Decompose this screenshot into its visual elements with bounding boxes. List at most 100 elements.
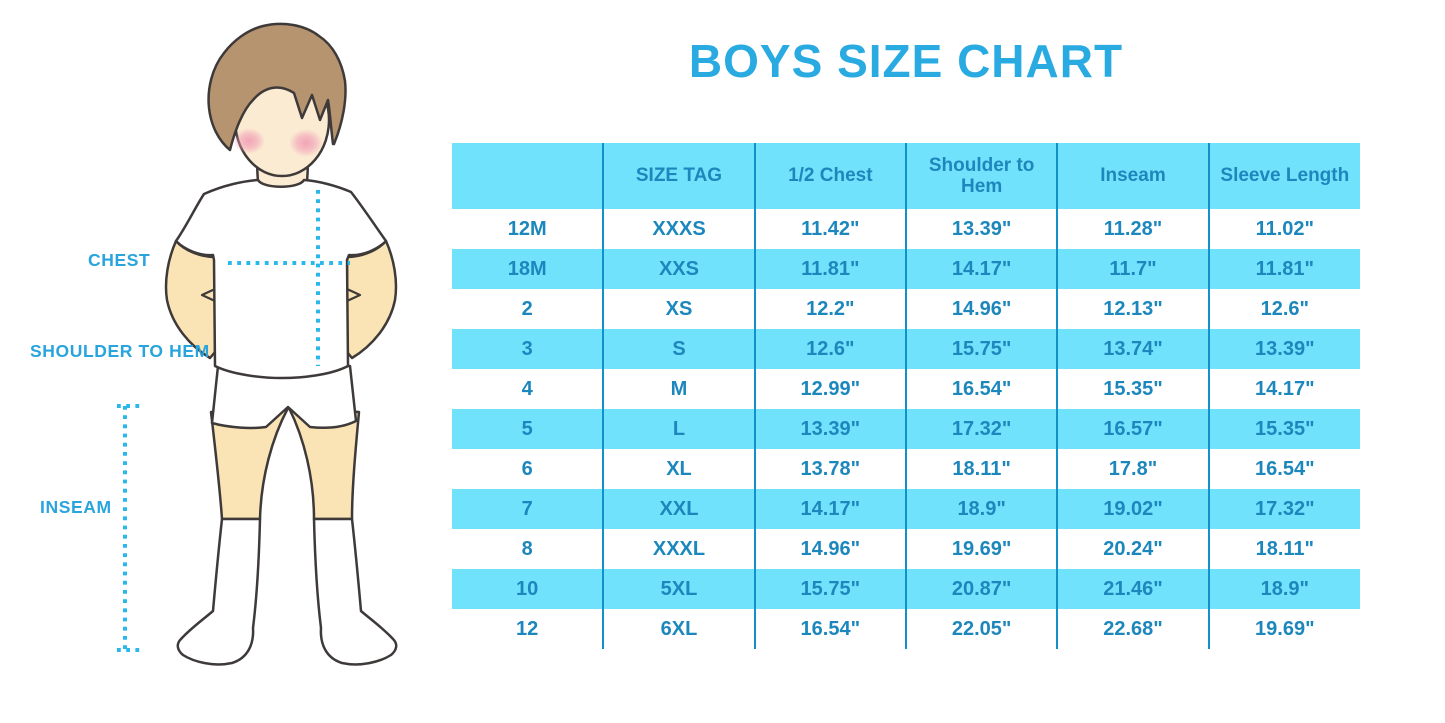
table-cell: 6XL xyxy=(603,609,756,649)
table-cell: 18M xyxy=(452,249,605,289)
header-row: SIZE TAG 1/2 Chest Shoulder to Hem Insea… xyxy=(452,143,1360,209)
table-row: 12M XXXS 11.42" 13.39" 11.28" 11.02" xyxy=(452,209,1360,249)
table-cell: XL xyxy=(603,449,756,489)
table-cell: 11.7" xyxy=(1057,249,1210,289)
table-cell: 16.57" xyxy=(1057,409,1210,449)
table-cell: 14.96" xyxy=(754,529,907,569)
table-cell: 20.24" xyxy=(1057,529,1210,569)
left-sock xyxy=(176,517,262,666)
table-cell: 19.69" xyxy=(905,529,1059,569)
table-cell: 22.68" xyxy=(1057,609,1210,649)
table-cell: 19.02" xyxy=(1057,489,1210,529)
table-row: 8 XXXL 14.96" 19.69" 20.24" 18.11" xyxy=(452,529,1360,569)
table-cell: 10 xyxy=(452,569,605,609)
table-cell: XS xyxy=(603,289,756,329)
header-cell-inseam: Inseam xyxy=(1057,143,1210,209)
size-table-header: SIZE TAG 1/2 Chest Shoulder to Hem Insea… xyxy=(452,143,1360,209)
shorts xyxy=(210,364,358,430)
table-cell: 13.74" xyxy=(1057,329,1210,369)
table-row: 3 S 12.6" 15.75" 13.74" 13.39" xyxy=(452,329,1360,369)
inseam-label: INSEAM xyxy=(40,497,112,517)
header-cell-sleeve-length: Sleeve Length xyxy=(1208,143,1360,209)
boy-measurement-figure xyxy=(117,22,398,666)
table-cell: 13.39" xyxy=(1208,329,1360,369)
table-row: 18M XXS 11.81" 14.17" 11.7" 11.81" xyxy=(452,249,1360,289)
header-cell-half-chest: 1/2 Chest xyxy=(754,143,907,209)
table-cell: M xyxy=(603,369,756,409)
table-row: 4 M 12.99" 16.54" 15.35" 14.17" xyxy=(452,369,1360,409)
header-cell-size-tag: SIZE TAG xyxy=(603,143,756,209)
table-cell: 11.02" xyxy=(1255,217,1315,240)
chest-label: CHEST xyxy=(88,250,151,270)
table-cell: 6 xyxy=(452,449,605,489)
table-cell: XXXS xyxy=(603,209,756,249)
table-cell: 14.96" xyxy=(905,289,1059,329)
table-cell: 18.9" xyxy=(1208,569,1360,609)
table-cell: 18.9" xyxy=(905,489,1059,529)
table-cell: L xyxy=(603,409,756,449)
table-row: 10 5XL 15.75" 20.87" 21.46" 18.9" xyxy=(452,569,1360,609)
table-cell: 5 xyxy=(452,409,605,449)
left-cheek-blush xyxy=(233,128,265,154)
table-cell: 15.75" xyxy=(905,329,1059,369)
left-elbow-crease xyxy=(200,288,216,302)
table-row: 5 L 13.39" 17.32" 16.57" 15.35" xyxy=(452,409,1360,449)
table-cell: 14.17" xyxy=(754,489,907,529)
table-cell: 12.6" xyxy=(1260,297,1310,320)
table-cell: 7 xyxy=(452,489,605,529)
table-cell: XXL xyxy=(603,489,756,529)
t-shirt xyxy=(174,178,388,380)
table-cell: 12.99" xyxy=(754,369,907,409)
page-title: BOYS SIZE CHART xyxy=(688,35,1124,87)
table-cell: 17.32" xyxy=(1208,489,1360,529)
table-cell: 16.54" xyxy=(905,369,1059,409)
size-table: SIZE TAG 1/2 Chest Shoulder to Hem Insea… xyxy=(452,143,1360,649)
shoulder-to-hem-label: SHOULDER TO HEM xyxy=(30,341,210,361)
table-cell: XXXL xyxy=(603,529,756,569)
table-cell: XXS xyxy=(603,249,756,289)
table-cell: 17.8" xyxy=(1057,449,1210,489)
table-cell: 19.69" xyxy=(1255,617,1315,640)
table-row: 12 6XL 16.54" 22.05" 22.68" 19.69" xyxy=(452,609,1360,649)
table-cell: 11.42" xyxy=(754,209,907,249)
table-cell: 12.6" xyxy=(754,329,907,369)
table-cell: 14.17" xyxy=(905,249,1059,289)
table-row: 6 XL 13.78" 18.11" 17.8" 16.54" xyxy=(452,449,1360,489)
table-cell: 11.28" xyxy=(1057,209,1210,249)
table-cell: 20.87" xyxy=(905,569,1059,609)
table-cell: 3 xyxy=(452,329,605,369)
table-cell: 12.13" xyxy=(1057,289,1210,329)
table-cell: 13.78" xyxy=(754,449,907,489)
table-cell: 18.11" xyxy=(905,449,1059,489)
table-cell: 15.35" xyxy=(1208,409,1360,449)
right-sock xyxy=(312,517,398,666)
table-cell: 11.81" xyxy=(754,249,907,289)
header-cell-size xyxy=(452,143,605,209)
table-cell: 13.39" xyxy=(905,209,1059,249)
table-row: 2 XS 12.2" 14.96" 12.13" 12.6" xyxy=(452,289,1360,329)
table-cell: 17.32" xyxy=(905,409,1059,449)
table-cell: 15.75" xyxy=(754,569,907,609)
table-cell: 11.81" xyxy=(1208,249,1360,289)
table-cell: 15.35" xyxy=(1057,369,1210,409)
table-cell: 8 xyxy=(452,529,605,569)
table-cell: 5XL xyxy=(603,569,756,609)
table-cell: 2 xyxy=(452,289,605,329)
right-elbow-crease xyxy=(346,288,362,302)
table-cell: S xyxy=(603,329,756,369)
right-arm xyxy=(345,239,398,360)
table-cell: 21.46" xyxy=(1057,569,1210,609)
table-cell: 13.39" xyxy=(754,409,907,449)
table-cell: 12 xyxy=(452,609,605,649)
table-cell: 16.54" xyxy=(754,609,907,649)
right-cheek-blush xyxy=(289,129,323,157)
size-table-body: 12M XXXS 11.42" 13.39" 11.28" 11.02" 18M… xyxy=(452,209,1360,649)
table-cell: 4 xyxy=(452,369,605,409)
table-cell: 22.05" xyxy=(905,609,1059,649)
table-cell: 16.54" xyxy=(1255,457,1315,480)
hair xyxy=(207,22,347,152)
table-cell: 14.17" xyxy=(1255,377,1315,400)
table-cell: 18.11" xyxy=(1255,537,1315,560)
header-cell-shoulder-to-hem: Shoulder to Hem xyxy=(905,143,1059,209)
